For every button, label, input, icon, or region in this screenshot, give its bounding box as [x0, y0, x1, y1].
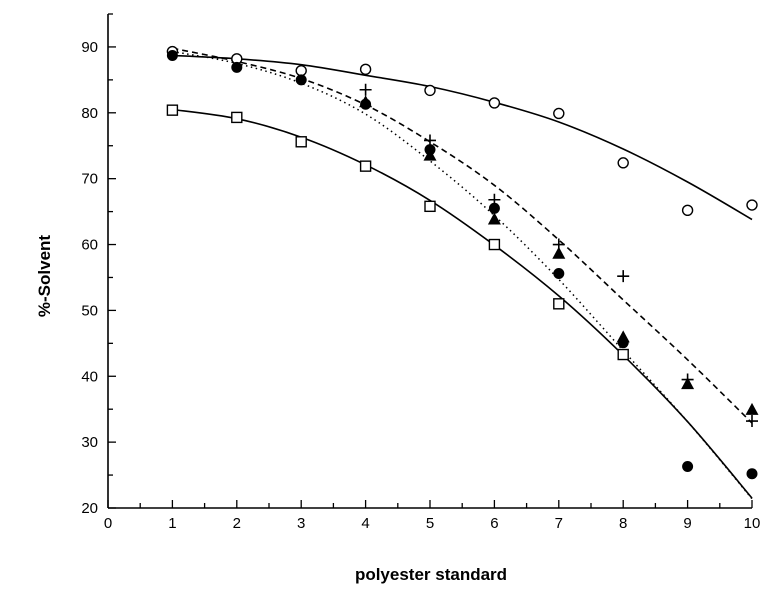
open-square-marker [295, 136, 307, 148]
axes: 0 1 2 3 4 5 6 7 8 9 10 20 30 40 50 60 70 80 90 [81, 13, 761, 532]
x-tick-label: 9 [683, 515, 691, 532]
x-tick-label: 3 [297, 515, 305, 532]
x-tick-label: 10 [744, 515, 761, 532]
filled-circle-marker [488, 202, 500, 214]
x-tick-label: 4 [361, 515, 369, 532]
y-tick-label: 50 [81, 302, 98, 319]
data-points [166, 45, 759, 480]
open-square-marker [488, 238, 501, 251]
open-circle-marker [746, 199, 758, 211]
fit-curve-open-square [172, 108, 753, 499]
plus-marker [617, 270, 630, 283]
filled-circle-marker [746, 468, 758, 480]
y-tick-label: 80 [81, 105, 98, 122]
filled-triangle-marker [552, 246, 566, 259]
plus-marker [552, 238, 565, 251]
plus-marker [746, 415, 758, 428]
x-tick-label: 6 [490, 515, 498, 532]
x-tick-label: 2 [233, 515, 241, 532]
plus-marker [681, 373, 694, 386]
y-tick-label: 20 [81, 500, 98, 517]
open-circle-marker [488, 97, 501, 109]
y-tick-label: 40 [81, 368, 98, 385]
filled-circle-marker [166, 49, 178, 61]
fit-curve-open-circle [172, 54, 753, 221]
y-tick-label: 60 [81, 237, 98, 254]
filled-circle-marker [553, 268, 565, 280]
y-tick-label: 90 [81, 39, 98, 56]
open-circle-marker [553, 107, 565, 120]
x-tick-label: 7 [555, 515, 563, 532]
open-square-marker [617, 348, 629, 361]
fit-curve-plus [172, 47, 753, 424]
x-tick-label: 0 [104, 515, 112, 532]
filled-circle-marker [295, 74, 307, 86]
x-tick-label: 8 [619, 515, 627, 532]
open-square-marker [359, 160, 372, 172]
open-circle-marker [295, 64, 307, 77]
y-tick-label: 30 [81, 434, 98, 451]
y-tick-label: 70 [81, 171, 98, 188]
plus-marker [359, 83, 372, 96]
open-square-marker [553, 298, 565, 310]
filled-triangle-marker [616, 330, 630, 343]
plus-marker [424, 134, 436, 147]
open-circle-marker [424, 84, 436, 97]
filled-triangle-marker [745, 402, 759, 415]
fit-curve-filled-circle [172, 50, 753, 500]
x-tick-label: 5 [426, 515, 434, 532]
open-square-marker [166, 104, 179, 116]
plus-marker [488, 193, 501, 206]
x-tick-label: 1 [168, 515, 176, 532]
open-square-marker [231, 111, 243, 124]
filled-triangle-marker [487, 212, 501, 225]
filled-circle-marker [682, 461, 694, 473]
filled-circle-marker [231, 61, 243, 73]
open-circle-marker [359, 63, 372, 76]
filled-triangle-marker [359, 95, 373, 108]
x-axis-title: polyester standard [355, 565, 507, 584]
fit-curves [172, 47, 753, 500]
y-axis-title: %-Solvent [35, 235, 54, 318]
open-circle-marker [617, 157, 629, 169]
open-circle-marker [681, 204, 694, 216]
filled-triangle-marker [423, 148, 437, 161]
open-square-marker [424, 200, 436, 213]
